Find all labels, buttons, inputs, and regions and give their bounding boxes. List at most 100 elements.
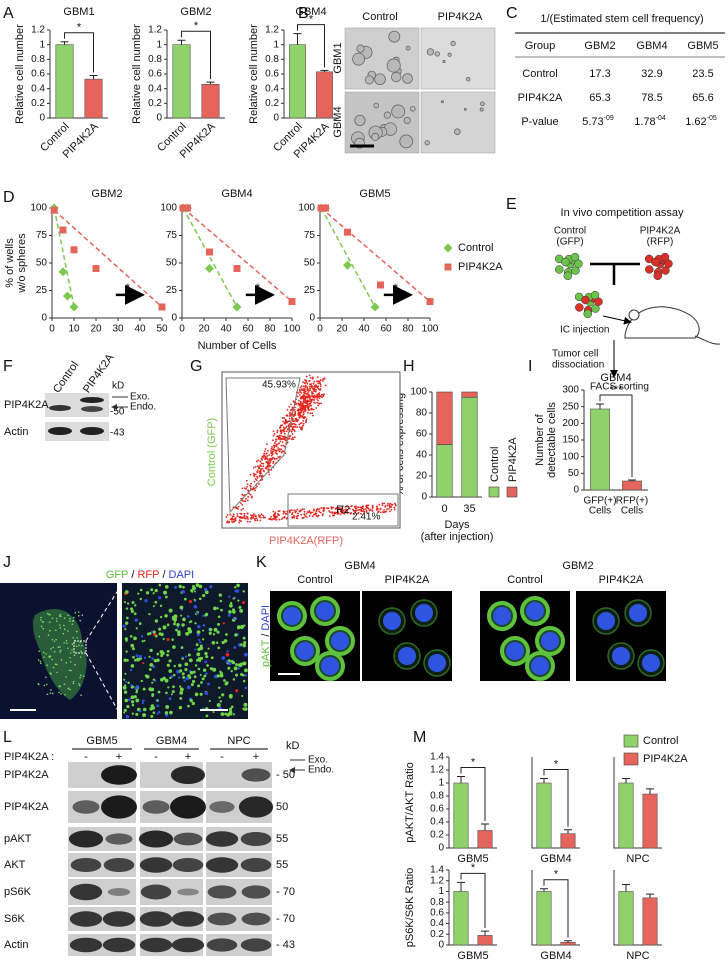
row-label: S6K	[4, 913, 25, 925]
x-axis-label: (after injection)	[421, 531, 494, 543]
speck	[156, 652, 160, 656]
x-tick-label: Cells	[589, 506, 611, 517]
legend-label: PIP4K2A	[643, 753, 688, 765]
event	[275, 435, 278, 438]
p-value: 1.62-05	[685, 115, 717, 128]
speck	[210, 656, 214, 660]
event	[258, 482, 260, 485]
speck	[151, 694, 154, 698]
speck	[71, 643, 74, 645]
event	[316, 376, 319, 378]
speck	[67, 647, 69, 649]
band	[240, 857, 272, 873]
event	[282, 444, 285, 447]
event	[267, 449, 269, 452]
x-tick-label: GFP(+)	[583, 496, 616, 507]
event	[238, 516, 241, 518]
panel-label: D	[3, 189, 15, 206]
speck	[129, 634, 133, 638]
panel-label: J	[3, 554, 11, 571]
speck	[230, 670, 233, 673]
event	[253, 513, 255, 515]
event	[339, 510, 342, 513]
speck	[220, 712, 225, 717]
speck	[164, 595, 168, 599]
speck	[234, 663, 238, 666]
event	[307, 394, 310, 397]
speck	[133, 695, 137, 699]
event	[381, 504, 384, 507]
speck	[182, 617, 186, 622]
point	[232, 302, 242, 312]
event	[312, 387, 314, 390]
marker-label: - 70	[276, 886, 295, 898]
speck	[136, 684, 139, 688]
speck	[142, 707, 147, 712]
event	[278, 456, 280, 459]
table-title: 1/(Estimated stem cell frequency)	[540, 13, 703, 25]
speck	[199, 644, 203, 648]
nucleus	[283, 607, 301, 625]
event	[281, 429, 284, 432]
event	[298, 408, 300, 411]
speck	[179, 697, 183, 700]
event	[276, 429, 279, 432]
speck	[50, 689, 52, 691]
event	[305, 381, 308, 383]
event	[226, 521, 228, 524]
event	[381, 502, 384, 505]
speck	[126, 705, 130, 709]
speck	[197, 647, 201, 652]
speck	[59, 651, 61, 653]
y-tick-label: 25	[304, 285, 316, 296]
event	[320, 402, 322, 405]
point	[184, 204, 191, 212]
speck	[40, 625, 43, 628]
y-tick-label: 1.2	[430, 875, 444, 886]
event	[288, 405, 291, 408]
event	[250, 516, 253, 518]
stain-part: /	[260, 633, 272, 637]
speck	[70, 669, 72, 672]
event	[314, 396, 316, 399]
speck	[164, 711, 169, 715]
speck	[220, 608, 223, 612]
event	[275, 445, 278, 448]
event	[290, 438, 293, 440]
speck	[80, 674, 82, 677]
event	[281, 417, 284, 419]
sign-label: -	[84, 751, 88, 763]
event	[319, 385, 322, 388]
band	[171, 911, 205, 927]
event	[265, 456, 267, 459]
y-axis-label: Number of	[534, 413, 546, 465]
speck	[68, 669, 71, 672]
speck	[130, 685, 134, 689]
event	[371, 510, 374, 512]
speck	[69, 688, 71, 691]
speck	[41, 621, 44, 623]
band-label: Exo.	[130, 392, 150, 403]
event	[308, 380, 311, 383]
event	[335, 511, 338, 514]
legend-marker	[444, 263, 452, 271]
speck	[69, 656, 71, 659]
y-tick-label: 0.6	[31, 69, 45, 80]
event	[284, 439, 287, 442]
event	[367, 507, 370, 510]
event	[294, 417, 297, 420]
speck	[180, 646, 184, 649]
speck	[243, 702, 248, 707]
speck	[242, 679, 246, 683]
speck	[122, 624, 126, 628]
band	[48, 427, 72, 435]
event	[288, 420, 291, 422]
speck	[195, 643, 199, 647]
event	[280, 451, 283, 454]
sphere	[480, 101, 485, 107]
y-tick-label: 1.2	[430, 765, 444, 776]
nucleus	[383, 612, 401, 630]
event	[275, 450, 278, 453]
error-bar	[622, 883, 630, 892]
